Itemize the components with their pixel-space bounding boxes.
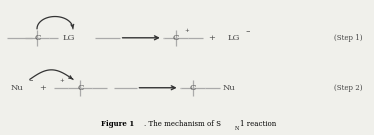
Text: Nu: Nu <box>10 84 23 92</box>
Text: (Step 2): (Step 2) <box>334 84 362 92</box>
Text: LG: LG <box>63 34 76 42</box>
Text: C: C <box>172 34 179 42</box>
Text: C: C <box>189 84 196 92</box>
Text: . The mechanism of S: . The mechanism of S <box>144 120 221 128</box>
Text: Figure 1: Figure 1 <box>101 120 134 128</box>
Text: +: + <box>184 28 189 33</box>
Text: N: N <box>235 126 239 131</box>
Text: 1 reaction: 1 reaction <box>240 120 276 128</box>
Text: (Step 1): (Step 1) <box>334 34 362 42</box>
Text: C: C <box>34 34 41 42</box>
Text: +: + <box>40 84 46 92</box>
Text: −: − <box>245 28 249 33</box>
Text: C: C <box>77 84 84 92</box>
Text: −: − <box>28 78 33 83</box>
Text: +: + <box>208 34 215 42</box>
Text: +: + <box>59 78 64 83</box>
Text: LG: LG <box>227 34 240 42</box>
Text: Nu: Nu <box>223 84 235 92</box>
